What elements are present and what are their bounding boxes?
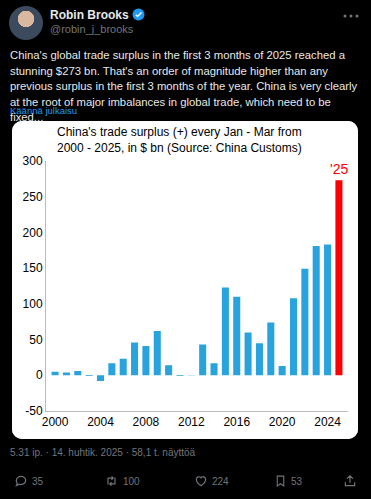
svg-text:'25: '25 (330, 161, 348, 177)
svg-text:2024: 2024 (314, 415, 341, 429)
html-text:35: 35 (32, 475, 44, 487)
svg-text:50: 50 (29, 333, 43, 347)
svg-text:2016: 2016 (223, 415, 250, 429)
html-text:Robin Brooks: Robin Brooks (50, 8, 129, 22)
html-text:224: 224 (212, 475, 229, 487)
svg-text:2004: 2004 (87, 415, 114, 429)
svg-text:2012: 2012 (178, 415, 205, 429)
html-text:@robin_j_brooks: @robin_j_brooks (50, 23, 134, 35)
svg-text:150: 150 (23, 261, 43, 275)
svg-text:200: 200 (23, 226, 43, 240)
svg-text:100: 100 (23, 297, 43, 311)
html-text:53: 53 (291, 475, 303, 487)
html-text:Käännä julkaisu: Käännä julkaisu (10, 105, 78, 116)
svg-text:2008: 2008 (133, 415, 160, 429)
svg-text:2020: 2020 (269, 415, 296, 429)
html-text:China's global trade surplus i: China's global trade surplus in the firs… (10, 49, 358, 123)
svg-text:-50: -50 (25, 404, 43, 418)
html-text:100: 100 (123, 475, 140, 487)
html-text:5.31 ip. · 14. huhtik. 2025 ·: 5.31 ip. · 14. huhtik. 2025 · 58,1 t. nä… (10, 447, 196, 458)
svg-text:0: 0 (36, 368, 43, 382)
svg-text:China's trade surplus (+) ever: China's trade surplus (+) every Jan - Ma… (57, 125, 302, 155)
svg-text:250: 250 (23, 190, 43, 204)
svg-text:300: 300 (23, 154, 43, 168)
svg-text:2000: 2000 (42, 415, 69, 429)
